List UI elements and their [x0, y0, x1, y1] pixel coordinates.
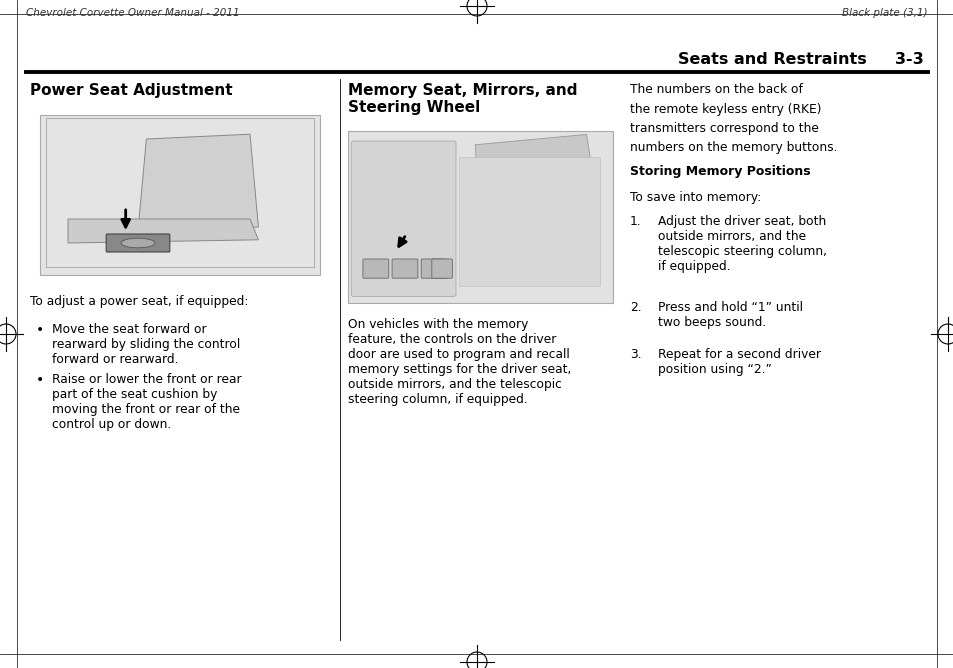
Text: Seats and Restraints     3-3: Seats and Restraints 3-3: [678, 51, 923, 67]
Text: 1.: 1.: [629, 215, 641, 228]
Bar: [40, 115, 319, 275]
FancyBboxPatch shape: [362, 259, 388, 278]
Text: Memory Seat, Mirrors, and
Steering Wheel: Memory Seat, Mirrors, and Steering Wheel: [348, 83, 577, 116]
Text: Raise or lower the front or rear
part of the seat cushion by
moving the front or: Raise or lower the front or rear part of…: [52, 373, 241, 431]
Text: Press and hold “1” until
two beeps sound.: Press and hold “1” until two beeps sound…: [658, 301, 802, 329]
Text: The numbers on the back of: The numbers on the back of: [629, 83, 802, 96]
FancyBboxPatch shape: [421, 259, 447, 278]
Text: •: •: [36, 323, 44, 337]
Text: On vehicles with the memory
feature, the controls on the driver
door are used to: On vehicles with the memory feature, the…: [348, 318, 571, 406]
Text: Power Seat Adjustment: Power Seat Adjustment: [30, 83, 233, 98]
Text: numbers on the memory buttons.: numbers on the memory buttons.: [629, 142, 837, 154]
Ellipse shape: [121, 238, 154, 248]
Text: Repeat for a second driver
position using “2.”: Repeat for a second driver position usin…: [658, 348, 821, 376]
Polygon shape: [458, 157, 599, 286]
Text: 2.: 2.: [629, 301, 641, 314]
Text: Storing Memory Positions: Storing Memory Positions: [629, 165, 810, 178]
Bar: [348, 131, 613, 303]
FancyBboxPatch shape: [351, 141, 456, 297]
Text: 3.: 3.: [629, 348, 641, 361]
Polygon shape: [138, 134, 258, 230]
FancyBboxPatch shape: [432, 259, 452, 278]
FancyBboxPatch shape: [106, 234, 170, 252]
Text: Black plate (3,1): Black plate (3,1): [841, 8, 927, 18]
Text: •: •: [36, 373, 44, 387]
Text: To adjust a power seat, if equipped:: To adjust a power seat, if equipped:: [30, 295, 248, 308]
Polygon shape: [475, 134, 599, 226]
Text: transmitters correspond to the: transmitters correspond to the: [629, 122, 818, 135]
Text: Move the seat forward or
rearward by sliding the control
forward or rearward.: Move the seat forward or rearward by sli…: [52, 323, 240, 366]
Text: Chevrolet Corvette Owner Manual - 2011: Chevrolet Corvette Owner Manual - 2011: [26, 8, 239, 18]
Text: the remote keyless entry (RKE): the remote keyless entry (RKE): [629, 102, 821, 116]
Text: To save into memory:: To save into memory:: [629, 191, 760, 204]
Text: Adjust the driver seat, both
outside mirrors, and the
telescopic steering column: Adjust the driver seat, both outside mir…: [658, 215, 826, 273]
FancyBboxPatch shape: [392, 259, 417, 278]
Polygon shape: [68, 219, 258, 243]
